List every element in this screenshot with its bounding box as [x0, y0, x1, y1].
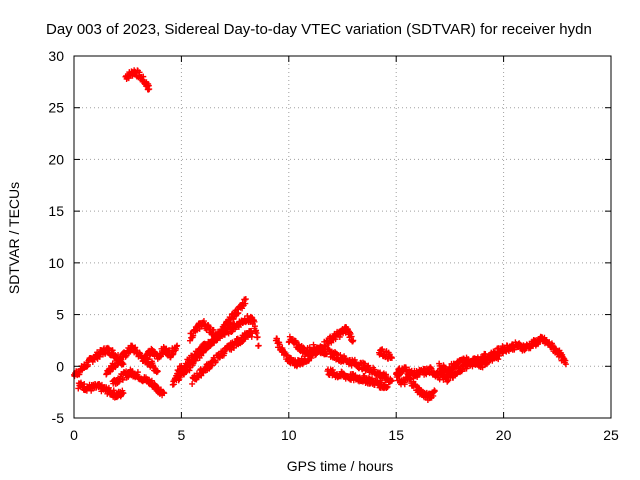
data-point: [96, 353, 103, 360]
y-tick-label: 25: [48, 100, 64, 116]
data-point: [120, 390, 127, 397]
data-point: [276, 341, 283, 348]
data-point: [148, 377, 155, 384]
data-point: [228, 328, 235, 335]
data-point: [431, 388, 438, 395]
data-point: [146, 86, 153, 93]
data-point: [254, 334, 261, 341]
y-tick-label: 10: [48, 255, 64, 271]
y-tick-label: 30: [48, 48, 64, 64]
y-axis-label: SDTVAR / TECUs: [6, 182, 22, 294]
data-point: [308, 355, 315, 362]
y-tick-label: 0: [56, 358, 64, 374]
data-point: [109, 347, 116, 354]
x-tick-label: 0: [70, 427, 78, 443]
data-point: [212, 358, 219, 365]
data-point: [479, 364, 486, 371]
x-tick-label: 25: [603, 427, 619, 443]
data-point: [255, 342, 262, 349]
data-point: [242, 296, 249, 303]
data-point: [235, 309, 242, 316]
data-points: [71, 67, 569, 403]
data-point: [186, 337, 193, 344]
data-point: [251, 323, 258, 330]
data-point: [319, 343, 326, 350]
data-point: [209, 362, 216, 369]
data-point: [190, 332, 197, 339]
data-point: [384, 383, 391, 390]
data-point: [105, 345, 112, 352]
data-point: [154, 384, 161, 391]
data-point: [212, 332, 219, 339]
data-point: [336, 334, 343, 341]
data-point: [134, 369, 141, 376]
data-point: [157, 353, 164, 360]
data-point: [217, 335, 224, 342]
data-point: [210, 326, 217, 333]
chart-title: Day 003 of 2023, Sidereal Day-to-day VTE…: [46, 21, 592, 38]
data-point: [205, 323, 212, 330]
y-tick-label: 20: [48, 151, 64, 167]
data-point: [292, 337, 299, 344]
data-point: [350, 337, 357, 344]
data-point: [136, 69, 143, 76]
plot-frame: [73, 55, 612, 419]
x-tick-label: 5: [178, 427, 186, 443]
x-axis-label: GPS time / hours: [287, 458, 394, 474]
data-point: [161, 390, 168, 397]
data-point: [211, 339, 218, 346]
y-tick-label: 5: [56, 307, 64, 323]
data-point: [337, 352, 344, 359]
x-tick-label: 10: [281, 427, 297, 443]
data-point: [174, 342, 181, 349]
data-point: [119, 376, 126, 383]
y-axis-ticks: -5 0 5 10 15 20 25 30: [48, 48, 611, 426]
data-point: [388, 377, 395, 384]
x-tick-label: 15: [388, 427, 404, 443]
data-point: [81, 381, 88, 388]
y-tick-label: 15: [48, 203, 64, 219]
data-point: [144, 355, 151, 362]
x-axis-ticks: 0 5 10 15 20 25: [70, 56, 619, 443]
grid: [74, 56, 611, 418]
data-point: [198, 347, 205, 354]
data-point: [141, 358, 148, 365]
data-point: [377, 369, 384, 376]
data-point: [562, 361, 569, 368]
x-tick-label: 20: [496, 427, 512, 443]
y-tick-label: -5: [52, 410, 65, 426]
data-point: [388, 355, 395, 362]
data-point: [129, 368, 136, 375]
data-point: [120, 361, 127, 368]
data-point: [189, 380, 196, 387]
data-point: [154, 368, 161, 375]
